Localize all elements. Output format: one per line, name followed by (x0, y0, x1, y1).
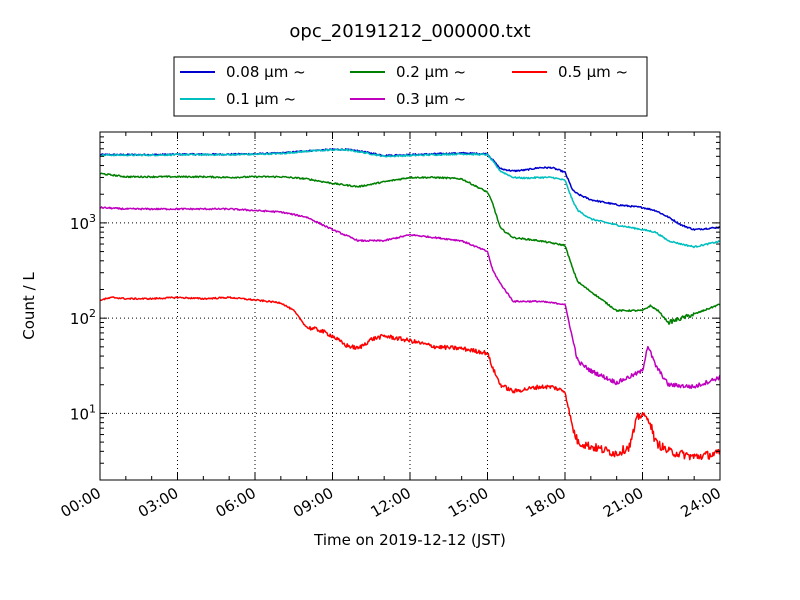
legend-label: 0.1 μm ~ (226, 90, 296, 108)
y-tick-label: 103 (70, 212, 96, 233)
x-tick-label: 09:00 (290, 484, 336, 521)
legend-label: 0.5 μm ~ (558, 63, 628, 81)
x-tick-label: 06:00 (213, 484, 259, 521)
x-tick-label: 18:00 (523, 484, 569, 521)
chart-title: opc_20191212_000000.txt (289, 21, 530, 42)
x-tick-label: 24:00 (678, 484, 724, 521)
x-tick-label: 12:00 (368, 484, 414, 521)
plot-lines (99, 148, 721, 461)
x-tick-labels: 00:00 03:00 06:00 09:00 12:00 15:00 18:00 21:00… (58, 484, 724, 521)
series-line (100, 206, 721, 389)
y-tick-label: 102 (70, 307, 96, 328)
legend-label: 0.08 μm ~ (226, 63, 306, 81)
y-axis-label: Count / L (20, 272, 38, 340)
series-line (99, 296, 721, 461)
grid (100, 132, 720, 480)
legend-label: 0.2 μm ~ (396, 63, 466, 81)
series-line (99, 172, 721, 325)
y-tick-label: 101 (70, 402, 96, 423)
x-axis-label: Time on 2019-12-12 (JST) (313, 531, 506, 549)
x-tick-label: 15:00 (445, 484, 491, 521)
series-line (99, 148, 721, 249)
legend-label: 0.3 μm ~ (396, 90, 466, 108)
x-tick-label: 21:00 (600, 484, 646, 521)
x-tick-label: 00:00 (58, 484, 104, 521)
ticks (99, 131, 721, 481)
x-tick-label: 03:00 (135, 484, 181, 521)
legend: 0.08 μm ~ 0.1 μm ~ 0.2 μm ~ 0.3 μm ~ 0.5 μm … (180, 63, 628, 108)
legend-frame (173, 56, 648, 117)
y-tick-labels: 101 102 103 (70, 212, 96, 424)
